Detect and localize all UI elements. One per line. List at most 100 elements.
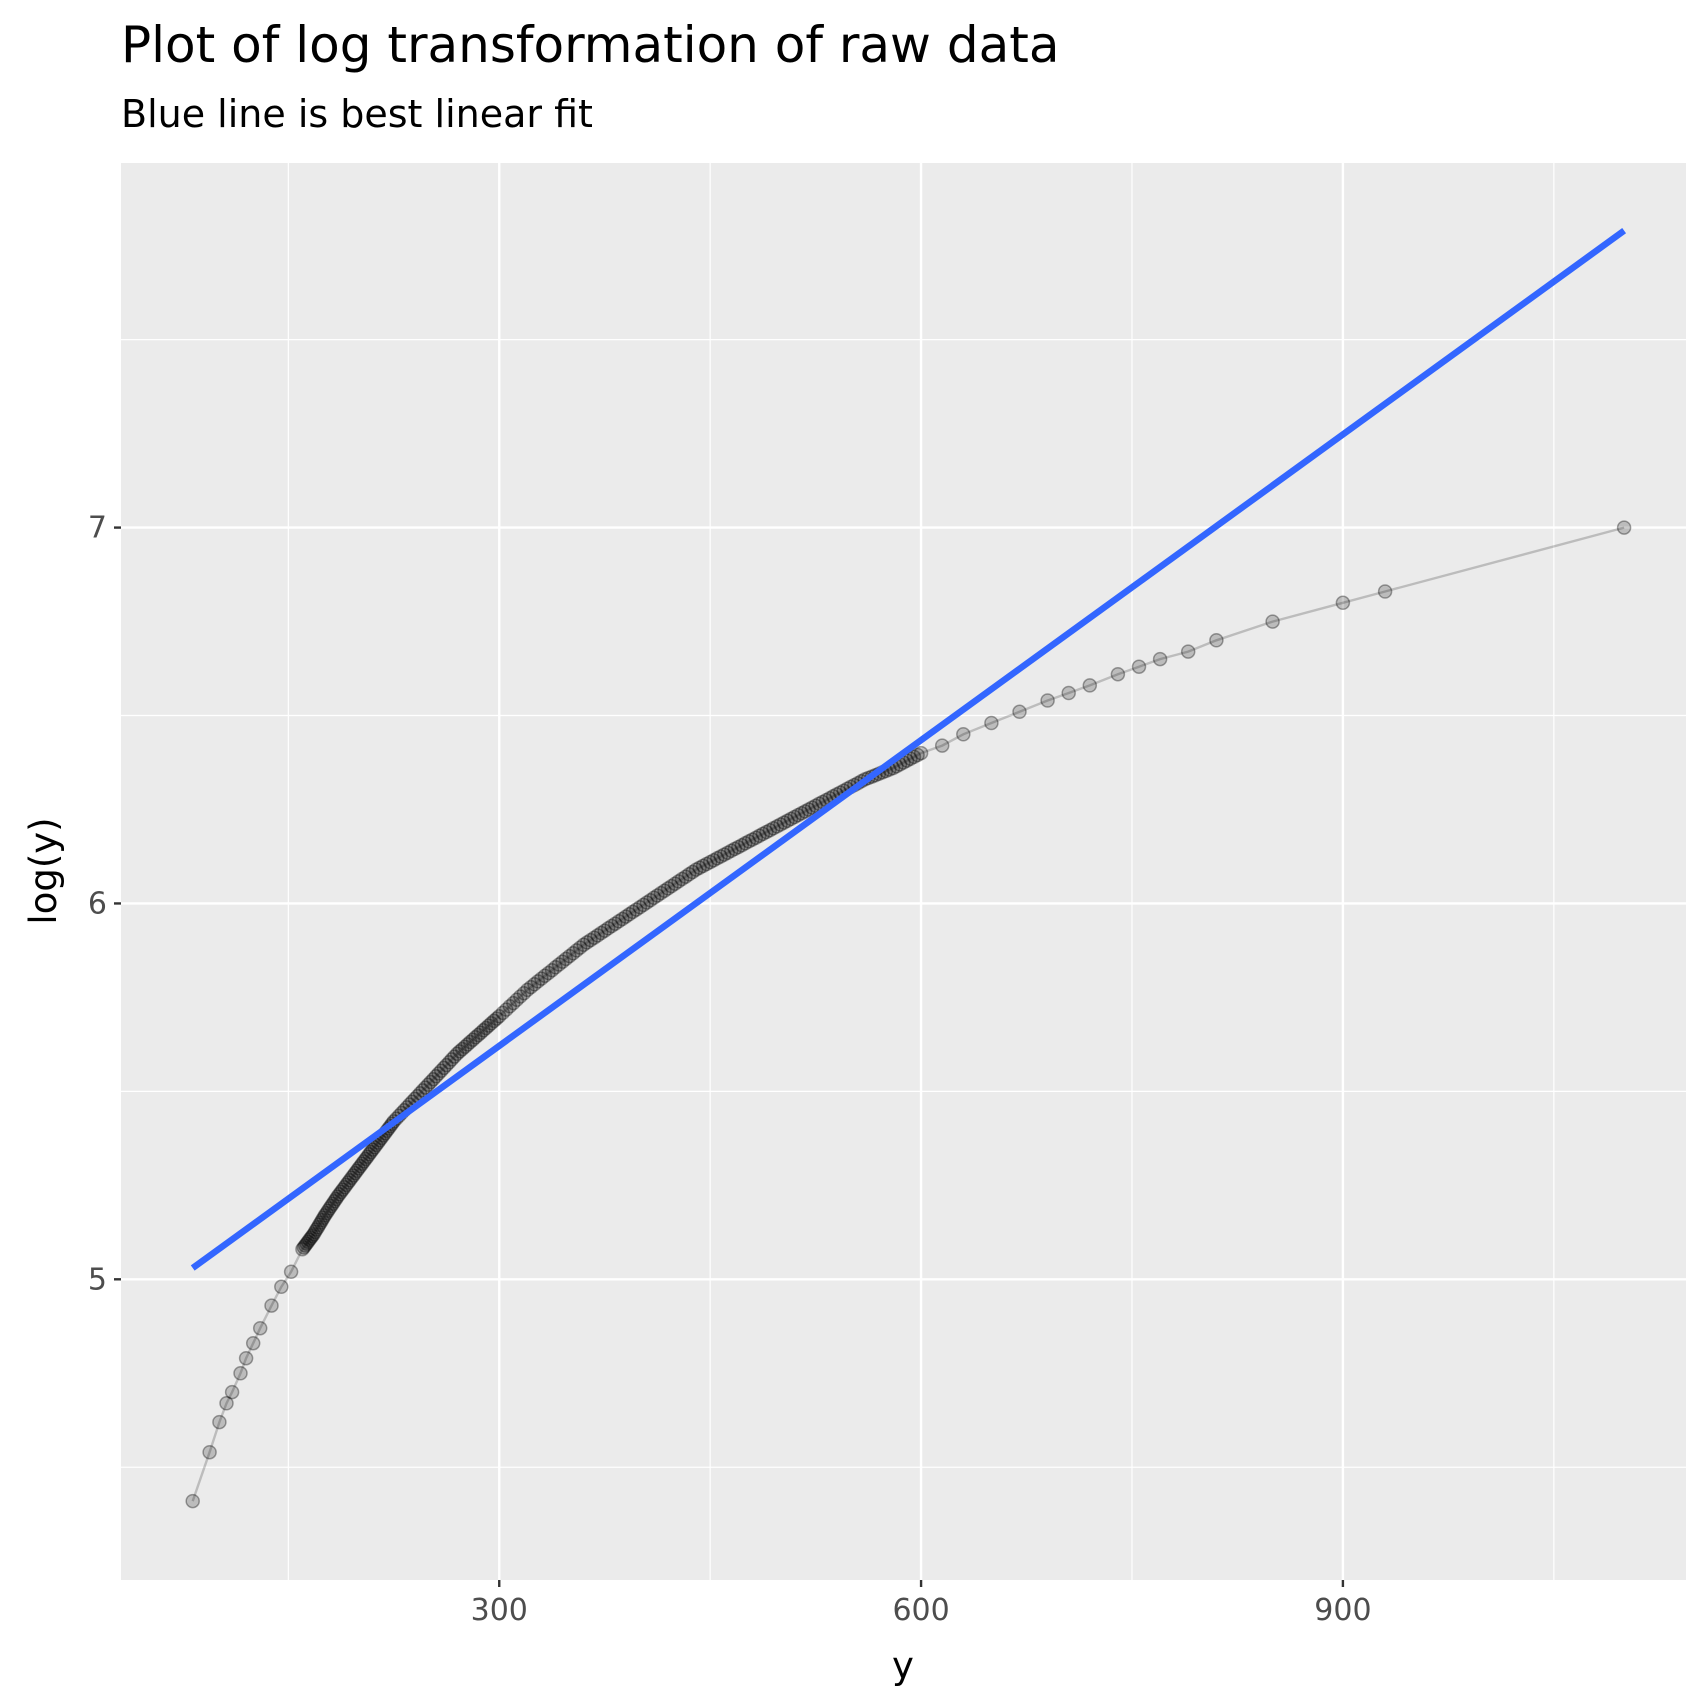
data-point <box>664 878 679 894</box>
data-point <box>323 1198 339 1214</box>
data-point <box>1152 651 1168 667</box>
data-point <box>354 1156 370 1171</box>
data-point <box>431 1066 446 1081</box>
data-point <box>773 817 788 832</box>
data-point <box>762 822 778 838</box>
data-point <box>455 1041 470 1057</box>
data-point <box>752 828 767 844</box>
data-point <box>418 1080 433 1095</box>
x-axis: 300 600 900 <box>471 1580 1372 1628</box>
data-point <box>351 1161 366 1176</box>
data-point <box>302 1232 317 1248</box>
data-point <box>304 1228 320 1244</box>
data-point <box>337 1179 352 1195</box>
data-point <box>583 932 598 948</box>
data-point <box>1180 644 1196 659</box>
data-point <box>709 851 725 866</box>
data-point <box>1082 678 1098 693</box>
data-point <box>1616 520 1632 535</box>
data-point <box>420 1077 436 1093</box>
data-point <box>444 1052 460 1067</box>
data-point <box>360 1149 375 1164</box>
data-point <box>713 849 728 864</box>
data-point <box>727 841 743 857</box>
y-tick-label: 6 <box>88 886 107 921</box>
data-point <box>639 895 655 910</box>
data-point <box>361 1147 377 1162</box>
data-point <box>330 1189 345 1204</box>
data-point <box>541 965 556 981</box>
data-point <box>478 1020 494 1036</box>
data-point <box>462 1034 478 1050</box>
data-point <box>702 854 718 870</box>
data-point <box>300 1234 316 1249</box>
data-point <box>607 916 623 931</box>
data-point <box>530 974 546 989</box>
data-point <box>320 1203 336 1218</box>
data-point <box>349 1163 365 1179</box>
data-point <box>499 1002 514 1017</box>
data-point <box>555 954 570 969</box>
data-point <box>650 888 665 903</box>
data-point <box>314 1212 330 1228</box>
data-point <box>534 971 549 986</box>
data-point <box>562 948 577 964</box>
data-point <box>671 874 686 889</box>
data-point <box>457 1039 473 1054</box>
data-point <box>667 876 683 891</box>
data-point <box>646 890 662 906</box>
data-point <box>569 943 584 958</box>
data-point <box>1377 584 1393 599</box>
data-point <box>358 1151 373 1167</box>
data-point <box>625 904 641 920</box>
data-point <box>523 979 539 995</box>
data-point <box>593 925 609 941</box>
data-point <box>780 813 795 829</box>
data-point <box>590 928 605 943</box>
data-point <box>544 962 560 978</box>
chart-title: Plot of log transformation of raw data <box>121 16 1060 74</box>
data-point <box>745 832 760 847</box>
data-point <box>476 1023 491 1038</box>
data-point <box>312 1217 327 1233</box>
data-point <box>423 1074 438 1090</box>
data-point <box>238 1350 254 1366</box>
data-point <box>787 809 802 825</box>
data-point <box>653 885 669 901</box>
data-point <box>486 1013 502 1029</box>
data-point <box>527 977 542 992</box>
data-point <box>233 1366 248 1381</box>
data-point <box>1335 595 1351 611</box>
data-point <box>579 935 595 950</box>
data-point <box>586 930 602 945</box>
data-point <box>415 1083 431 1098</box>
minor-grid <box>121 163 1686 1580</box>
data-point <box>428 1069 444 1084</box>
data-point <box>342 1172 358 1188</box>
data-point <box>537 968 553 984</box>
data-point <box>264 1298 279 1313</box>
data-point <box>783 811 799 827</box>
fit-line-group <box>190 228 1627 1271</box>
data-point <box>299 1236 314 1251</box>
data-point <box>1040 693 1055 708</box>
data-point <box>699 856 714 872</box>
data-point <box>1012 704 1027 720</box>
data-point <box>794 805 809 821</box>
data-point <box>274 1279 289 1295</box>
data-point <box>460 1037 475 1052</box>
data-point <box>692 860 707 875</box>
data-point <box>468 1030 483 1045</box>
y-tick-label: 7 <box>88 511 107 546</box>
data-point <box>367 1140 382 1155</box>
data-point <box>319 1205 334 1221</box>
data-point <box>219 1396 234 1411</box>
data-point <box>759 824 774 840</box>
x-tick-label: 300 <box>471 1593 528 1628</box>
x-tick-label: 600 <box>892 1593 949 1628</box>
data-point <box>449 1046 465 1062</box>
data-point <box>643 892 658 908</box>
data-point <box>224 1384 240 1400</box>
data-point <box>325 1196 341 1211</box>
